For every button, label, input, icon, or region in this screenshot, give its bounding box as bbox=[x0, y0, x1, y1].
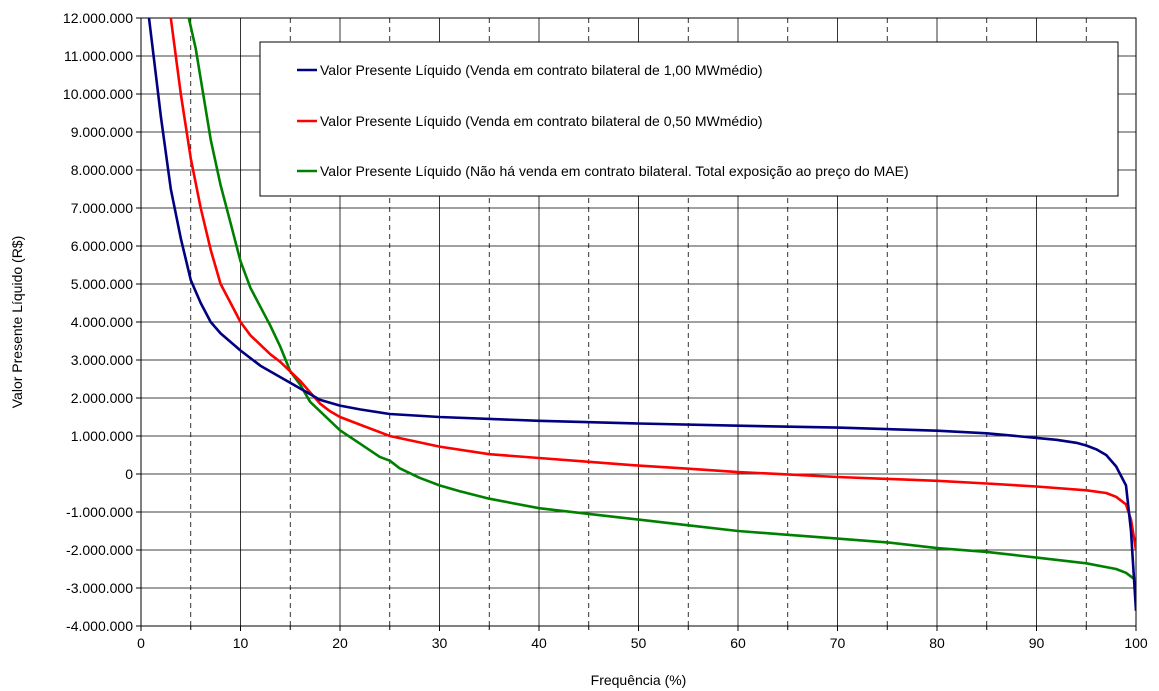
y-tick-label: 11.000.000 bbox=[64, 48, 133, 64]
legend-label-3: Valor Presente Líquido (Não há venda em … bbox=[320, 163, 909, 179]
series-lines bbox=[147, 18, 1136, 611]
y-tick-label: -3.000.000 bbox=[66, 580, 133, 596]
legend-label-1: Valor Presente Líquido (Venda em contrat… bbox=[320, 62, 763, 78]
y-tick-label: -1.000.000 bbox=[66, 504, 133, 520]
legend: Valor Presente Líquido (Venda em contrat… bbox=[259, 41, 1119, 197]
y-tick-label: 3.000.000 bbox=[71, 352, 133, 368]
y-tick-label: 6.000.000 bbox=[71, 238, 133, 254]
x-tick-label: 50 bbox=[631, 635, 647, 651]
x-tick-label: 40 bbox=[531, 635, 547, 651]
x-axis-title: Frequência (%) bbox=[591, 672, 687, 688]
legend-label-2: Valor Presente Líquido (Venda em contrat… bbox=[320, 113, 763, 129]
x-tick-label: 90 bbox=[1029, 635, 1045, 651]
x-tick-label: 70 bbox=[830, 635, 846, 651]
x-tick-label: 10 bbox=[233, 635, 249, 651]
y-tick-label: 8.000.000 bbox=[71, 162, 133, 178]
y-tick-label: 4.000.000 bbox=[71, 314, 133, 330]
y-tick-label: 5.000.000 bbox=[71, 276, 133, 292]
series-line-2 bbox=[169, 18, 1136, 551]
legend-box bbox=[259, 41, 1119, 197]
axis-ticks: -4.000.000 -3.000.000 -2.000.000 -1.000.000… bbox=[63, 10, 1148, 651]
x-tick-label: 60 bbox=[730, 635, 746, 651]
x-tick-label: 30 bbox=[432, 635, 448, 651]
y-tick-label: 10.000.000 bbox=[63, 86, 133, 102]
y-tick-label: 7.000.000 bbox=[71, 200, 133, 216]
x-tick-label: 20 bbox=[332, 635, 348, 651]
series-line-3 bbox=[187, 18, 1136, 582]
y-tick-label: 1.000.000 bbox=[71, 428, 133, 444]
x-tick-label: 0 bbox=[137, 635, 145, 651]
y-tick-label: -2.000.000 bbox=[66, 542, 133, 558]
y-tick-label: -4.000.000 bbox=[66, 618, 133, 634]
y-axis-title: Valor Presente Líquido (R$) bbox=[9, 236, 25, 409]
y-tick-label: 0 bbox=[125, 466, 133, 482]
x-tick-label: 80 bbox=[929, 635, 945, 651]
series-line-1 bbox=[147, 18, 1136, 611]
y-tick-label: 9.000.000 bbox=[71, 124, 133, 140]
x-tick-label: 100 bbox=[1124, 635, 1148, 651]
y-tick-label: 12.000.000 bbox=[63, 10, 133, 26]
y-tick-label: 2.000.000 bbox=[71, 390, 133, 406]
